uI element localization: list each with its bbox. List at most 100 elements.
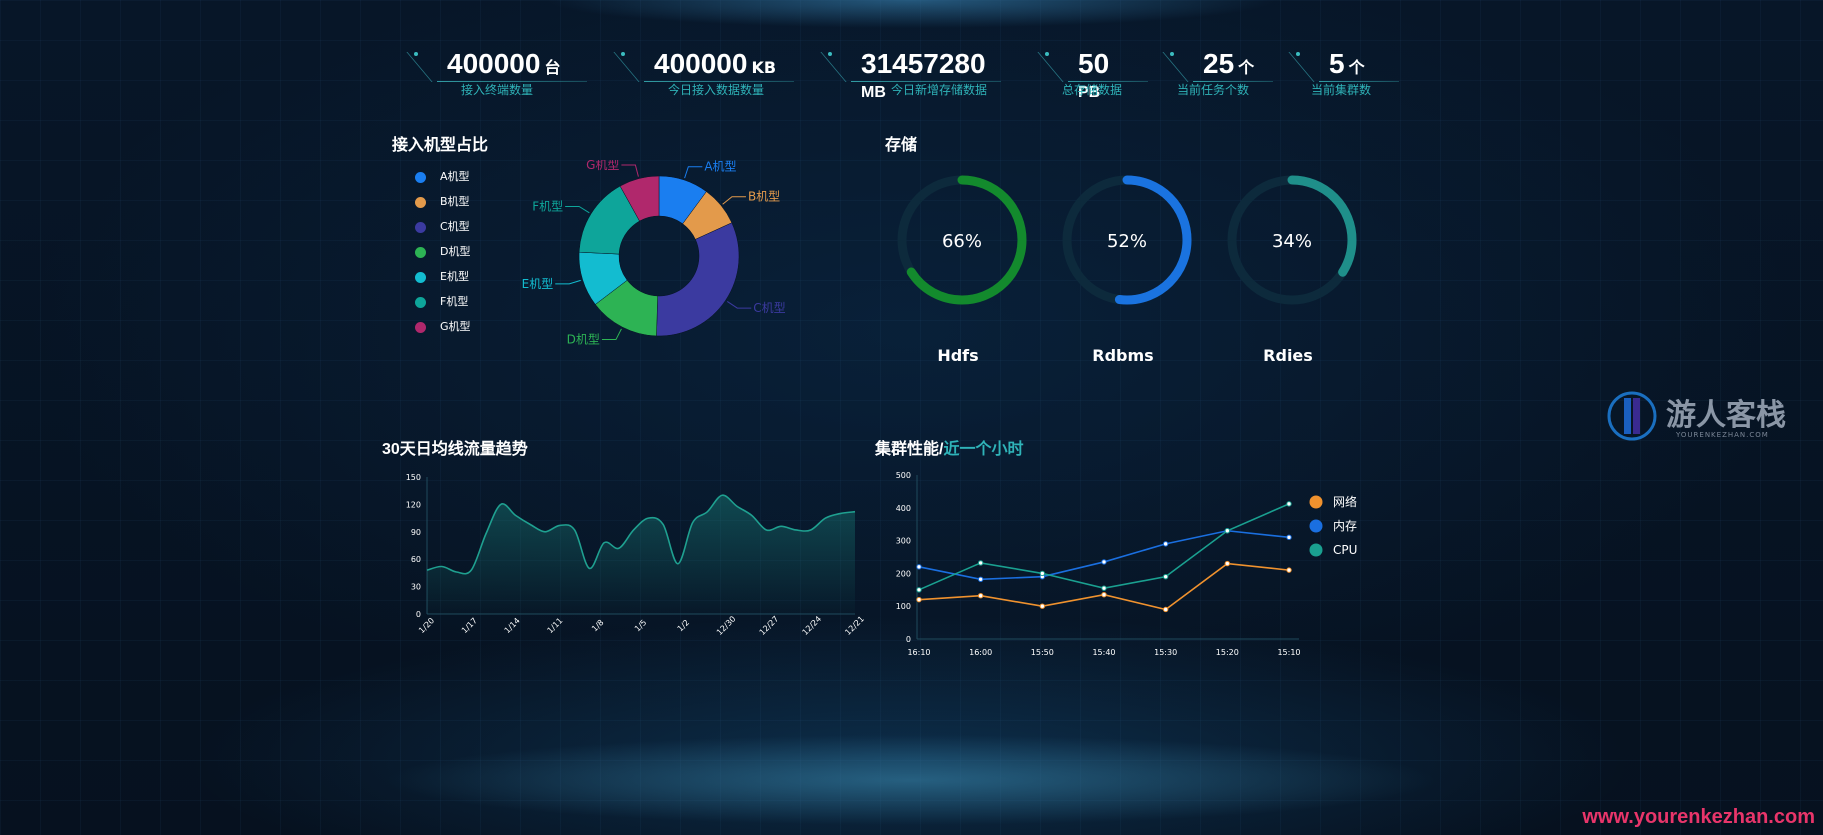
gauge-name: Hdfs xyxy=(937,346,978,365)
logo-icon xyxy=(1607,391,1657,441)
series-point[interactable] xyxy=(977,593,984,599)
pie-label-line xyxy=(722,196,746,205)
series-point[interactable] xyxy=(1286,501,1292,507)
x-tick-label: 12/30 xyxy=(715,614,738,637)
stat-data-today: 400000 KB 今日接入数据数量 xyxy=(613,48,794,97)
series-point[interactable] xyxy=(977,576,984,583)
y-tick-label: 60 xyxy=(411,555,421,564)
y-tick-label: 30 xyxy=(411,583,421,592)
legend-label[interactable]: CPU xyxy=(1333,543,1357,557)
legend-swatch xyxy=(415,196,426,208)
watermark-logo: 游人客栈 YOURENKEZHAN.COM xyxy=(1606,390,1796,441)
stat-unit: MB xyxy=(861,84,886,101)
stat-unit: 台 xyxy=(544,58,561,77)
legend-swatch xyxy=(415,246,426,258)
series-point[interactable] xyxy=(1224,528,1231,534)
series-point[interactable] xyxy=(1224,560,1231,567)
x-tick-label: 16:00 xyxy=(969,648,992,657)
x-tick-label: 15:40 xyxy=(1092,648,1115,657)
stat-total-storage: 50 PB 总存储数据 xyxy=(1037,48,1148,101)
series-point[interactable] xyxy=(1286,567,1292,573)
stat-unit: KB xyxy=(751,58,777,77)
pie-chart: A机型 B机型 C机型 D机型 E机型 F机型 G机型 xyxy=(522,160,786,347)
pie-label-line xyxy=(684,166,703,179)
legend-label: A机型 xyxy=(440,170,470,183)
series-point[interactable] xyxy=(1101,585,1107,591)
legend-label: B机型 xyxy=(440,195,470,208)
series-point[interactable] xyxy=(1162,573,1169,580)
area-fill xyxy=(427,495,855,614)
x-tick-label: 1/14 xyxy=(503,616,522,635)
x-tick-label: 1/2 xyxy=(676,618,691,633)
x-tick-label: 1/5 xyxy=(633,618,648,633)
y-tick-label: 100 xyxy=(896,602,911,611)
x-tick-label: 16:10 xyxy=(907,648,930,657)
stat-label: 总存储数据 xyxy=(1062,83,1123,97)
series-line xyxy=(918,503,1290,591)
series-point[interactable] xyxy=(1039,570,1046,577)
pie-legend-item[interactable]: B机型 xyxy=(415,193,470,209)
series-point[interactable] xyxy=(1101,559,1107,565)
series-point[interactable] xyxy=(1162,606,1169,613)
pie-slice[interactable] xyxy=(619,175,660,222)
x-tick-label: 15:20 xyxy=(1216,648,1239,657)
stat-value: 400000 xyxy=(654,48,748,79)
series-point[interactable] xyxy=(977,560,984,566)
stat-label: 当前任务个数 xyxy=(1177,83,1250,97)
legend-label: E机型 xyxy=(440,270,469,283)
series-point[interactable] xyxy=(1162,541,1169,547)
gauge-value: 66% xyxy=(942,231,982,252)
pie-legend-item[interactable]: A机型 xyxy=(415,168,470,184)
stat-dot xyxy=(414,52,418,56)
trend-chart-title: 30天日均线流量趋势 xyxy=(382,441,528,458)
legend-swatch xyxy=(1309,495,1323,509)
legend-label: F机型 xyxy=(440,295,469,308)
stat-value: 25 xyxy=(1203,48,1235,79)
stat-underline xyxy=(1193,81,1273,82)
watermark-url: www.yourenkezhan.com xyxy=(1582,806,1815,828)
x-tick-label: 1/8 xyxy=(590,618,605,633)
pie-chart-title: 接入机型占比 xyxy=(392,137,489,154)
stat-dot xyxy=(1296,52,1300,56)
y-tick-label: 300 xyxy=(896,537,911,546)
legend-swatch xyxy=(1309,543,1323,557)
series-point[interactable] xyxy=(916,587,922,593)
y-tick-label: 500 xyxy=(896,471,911,480)
series-point[interactable] xyxy=(1101,592,1107,598)
legend-label[interactable]: 网络 xyxy=(1333,494,1357,509)
series-point[interactable] xyxy=(1286,534,1292,541)
pie-legend-item[interactable]: D机型 xyxy=(415,243,470,259)
pie-legend-item[interactable]: F机型 xyxy=(415,293,468,309)
series-point[interactable] xyxy=(1039,603,1046,609)
pie-slice[interactable] xyxy=(656,222,740,337)
gauge-name: Rdies xyxy=(1263,346,1313,365)
pie-legend-item[interactable]: E机型 xyxy=(415,268,469,284)
stat-label: 接入终端数量 xyxy=(461,83,534,97)
stat-value: 50 xyxy=(1078,48,1110,79)
stat-unit: 个 xyxy=(1348,58,1365,77)
pie-label-line xyxy=(601,328,622,341)
legend-label: G机型 xyxy=(440,320,471,333)
stat-unit: PB xyxy=(1078,84,1101,101)
pie-label-line xyxy=(565,205,590,214)
legend-swatch xyxy=(415,271,426,283)
pie-slice-label: A机型 xyxy=(704,160,736,174)
series-point[interactable] xyxy=(916,596,922,603)
x-tick-label: 15:30 xyxy=(1154,648,1177,657)
pie-legend-item[interactable]: G机型 xyxy=(415,318,471,334)
legend-label: C机型 xyxy=(440,220,470,233)
cluster-line-chart: 0 100 200 300 400 500 16:10 16:00 15:50 15:40 15:3… xyxy=(896,471,1358,657)
series-point[interactable] xyxy=(916,564,922,570)
pie-label-line xyxy=(726,301,752,309)
pie-slice-label: D机型 xyxy=(567,333,600,347)
legend-label[interactable]: 内存 xyxy=(1333,519,1357,533)
pie-legend-item[interactable]: C机型 xyxy=(415,218,470,234)
gauge-arc xyxy=(1062,175,1192,305)
y-tick-label: 150 xyxy=(406,473,421,482)
y-tick-label: 0 xyxy=(906,635,911,644)
x-tick-label: 1/11 xyxy=(546,616,565,635)
pie-slice-label: E机型 xyxy=(522,277,554,291)
legend-label: D机型 xyxy=(440,245,471,258)
